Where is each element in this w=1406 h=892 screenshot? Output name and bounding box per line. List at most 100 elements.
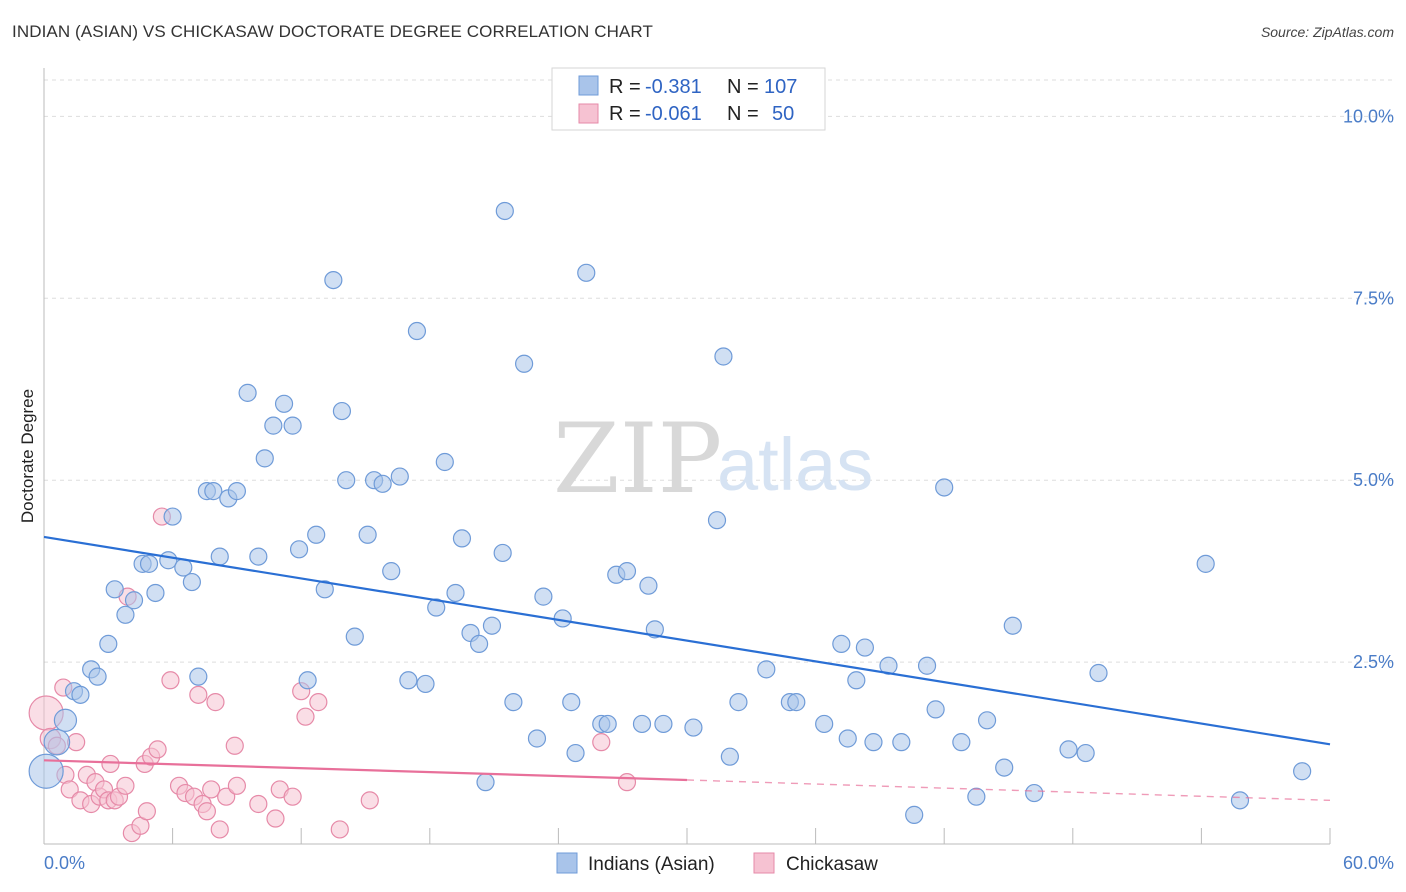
indians-point-79 <box>787 693 806 712</box>
chickasaw-point-24 <box>148 740 167 759</box>
indians-point-15 <box>163 507 182 526</box>
y-axis-label: Doctorate Degree <box>18 389 37 523</box>
watermark-zip: ZIP <box>553 403 722 515</box>
indians-point-55 <box>495 201 514 221</box>
indians-point-14 <box>159 551 178 570</box>
indians-point-40 <box>373 474 392 493</box>
bottom-legend-swatch-chickasaw <box>753 852 775 874</box>
indians-point-24 <box>238 383 257 402</box>
x-tick-labels: 0.0% 60.0% <box>44 853 1394 873</box>
indians-point-10 <box>124 591 144 610</box>
indians-point-91 <box>935 478 954 497</box>
watermark: ZIP atlas <box>553 403 873 515</box>
chickasaw-point-22 <box>137 802 156 821</box>
indians-point-85 <box>864 733 883 752</box>
indians-point-30 <box>289 540 309 559</box>
chickasaw-point-34 <box>206 693 225 712</box>
chickasaw-point-49 <box>617 773 637 792</box>
chickasaw-point-37 <box>225 736 244 755</box>
indians-point-33 <box>315 580 334 599</box>
chickasaw-point-35 <box>210 820 229 839</box>
chickasaw-point-42 <box>283 787 302 806</box>
gridlines <box>44 79 1392 663</box>
chickasaw-point-26 <box>161 671 180 690</box>
indians-point-72 <box>684 718 703 737</box>
indians-point-61 <box>562 693 581 712</box>
indians-point-69 <box>639 576 658 595</box>
chickasaw-point-45 <box>309 693 328 712</box>
bottom-legend-swatch-indians <box>556 852 578 874</box>
chickasaw-point-40 <box>266 809 285 828</box>
indians-point-8 <box>105 580 124 599</box>
indians-point-93 <box>967 787 986 806</box>
trend-line-indians <box>43 535 1331 746</box>
indians-point-94 <box>977 711 997 730</box>
y-tick-label-3: 10.0% <box>1343 106 1394 126</box>
y-tick-label-0: 2.5% <box>1353 652 1394 672</box>
chickasaw-point-14 <box>101 754 120 774</box>
indians-point-45 <box>416 674 435 694</box>
indians-point-76 <box>729 693 748 712</box>
bottom-legend: Indians (Asian) Chickasaw <box>556 852 878 875</box>
indians-point-75 <box>720 747 739 766</box>
indians-point-63 <box>577 263 596 282</box>
chickasaw-point-5 <box>60 780 79 799</box>
indians-point-82 <box>838 729 857 748</box>
indians-point-71 <box>654 714 673 734</box>
indians-point-27 <box>264 416 283 435</box>
indians-point-47 <box>435 452 454 472</box>
indians-point-59 <box>534 587 553 606</box>
indians-point-58 <box>527 729 547 748</box>
trend-line-chickasaw-extension <box>686 779 1331 802</box>
indians-point-57 <box>515 354 534 373</box>
indians-point-31 <box>298 671 317 690</box>
y-tick-label-1: 5.0% <box>1353 470 1394 490</box>
indians-point-34 <box>324 270 343 290</box>
indians-point-81 <box>832 634 851 654</box>
indians-point-74 <box>714 347 733 366</box>
chickasaw-point-38 <box>227 776 246 795</box>
chickasaw-point-48 <box>592 733 611 752</box>
indians-point-68 <box>632 714 652 734</box>
chickasaw-point-17 <box>116 776 135 795</box>
indians-point-92 <box>952 733 971 752</box>
x-tick-label-1: 60.0% <box>1343 853 1394 873</box>
indians-point-26 <box>255 449 274 468</box>
legend-swatch-blue <box>578 75 599 96</box>
indians-point-67 <box>617 562 637 581</box>
indians-point-48 <box>446 583 465 603</box>
chickasaw-point-33 <box>202 780 221 799</box>
chickasaw-point-36 <box>217 787 236 806</box>
indians-point-13 <box>146 583 165 603</box>
indians-point-60 <box>553 609 572 628</box>
indians-point-53 <box>482 616 502 635</box>
indians-point-90 <box>926 700 945 719</box>
indians-point-42 <box>390 467 409 486</box>
indians-point-32 <box>307 525 326 544</box>
indians-point-96 <box>1003 616 1022 635</box>
indians-point-54 <box>493 543 512 563</box>
chickasaw-point-46 <box>330 820 349 839</box>
indians-point-41 <box>382 562 401 581</box>
indians-point-87 <box>892 733 911 752</box>
indians-point-7 <box>99 634 118 654</box>
y-tick-label-2: 7.5% <box>1353 288 1394 308</box>
indians-point-36 <box>337 471 356 490</box>
indians-point-17 <box>182 572 201 592</box>
indians-point-44 <box>407 321 427 341</box>
indians-point-23 <box>227 482 246 501</box>
indians-point-35 <box>332 401 352 421</box>
indians-point-52 <box>476 773 495 792</box>
source-credit: Source: ZipAtlas.com <box>1260 24 1394 40</box>
indians-point-2 <box>53 708 78 732</box>
indians-point-95 <box>995 758 1014 777</box>
legend-n-value-1: 107 <box>764 76 797 98</box>
indians-point-6 <box>88 667 107 686</box>
indians-point-84 <box>855 638 874 657</box>
indians-point-51 <box>469 634 489 654</box>
chart-title: INDIAN (ASIAN) VS CHICKASAW DOCTORATE DE… <box>12 22 653 41</box>
indians-point-38 <box>358 525 377 544</box>
chickasaw-point-39 <box>249 794 268 814</box>
indians-point-99 <box>1076 743 1095 763</box>
